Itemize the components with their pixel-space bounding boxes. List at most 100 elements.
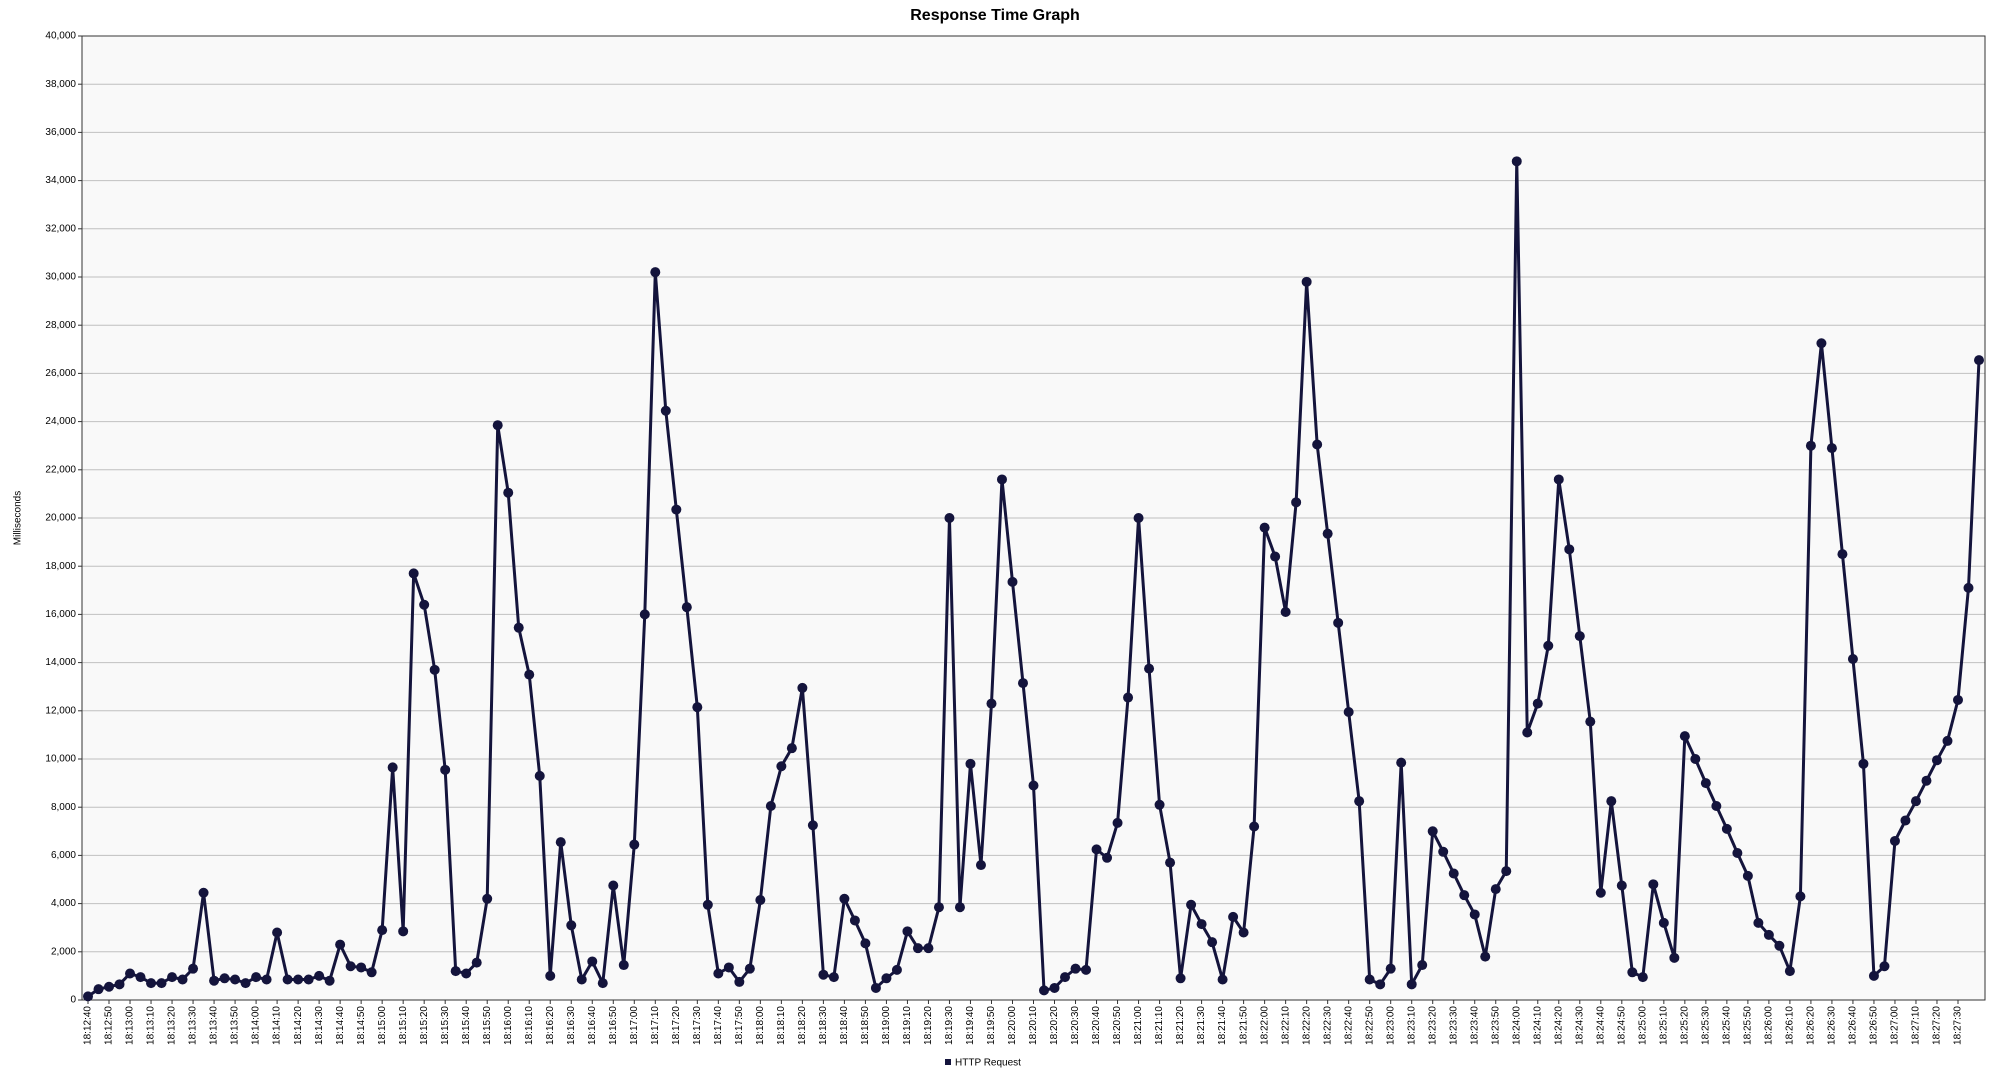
data-point bbox=[429, 664, 440, 675]
x-tick-label: 18:19:00 bbox=[881, 1006, 892, 1045]
x-tick-label: 18:20:10 bbox=[1028, 1006, 1039, 1045]
x-tick-label: 18:16:50 bbox=[608, 1006, 619, 1045]
data-point bbox=[891, 964, 902, 975]
y-tick-label: 32,000 bbox=[45, 223, 76, 234]
data-point bbox=[419, 599, 430, 610]
x-tick-label: 18:14:50 bbox=[356, 1006, 367, 1045]
data-point bbox=[1700, 778, 1711, 789]
data-point bbox=[1249, 821, 1260, 832]
data-point bbox=[1732, 847, 1743, 858]
x-tick-label: 18:27:30 bbox=[1953, 1006, 1964, 1045]
x-tick-label: 18:23:00 bbox=[1385, 1006, 1396, 1045]
data-point bbox=[849, 915, 860, 926]
x-tick-label: 18:26:30 bbox=[1827, 1006, 1838, 1045]
data-point bbox=[1417, 960, 1428, 971]
data-point bbox=[104, 981, 115, 992]
data-point bbox=[1826, 443, 1837, 454]
x-tick-label: 18:16:30 bbox=[566, 1006, 577, 1045]
x-tick-label: 18:18:20 bbox=[797, 1006, 808, 1045]
data-point bbox=[219, 973, 230, 984]
data-point bbox=[303, 974, 314, 985]
data-point bbox=[146, 978, 157, 989]
data-point bbox=[944, 513, 955, 523]
data-point bbox=[1763, 929, 1774, 940]
data-point bbox=[1343, 707, 1354, 718]
data-point bbox=[1690, 754, 1701, 764]
x-tick-label: 18:18:50 bbox=[860, 1006, 871, 1045]
data-point bbox=[923, 943, 934, 954]
data-point bbox=[1091, 844, 1102, 855]
data-point bbox=[566, 920, 577, 931]
data-point bbox=[366, 967, 377, 978]
data-point bbox=[230, 974, 241, 985]
data-point bbox=[251, 972, 262, 983]
data-point bbox=[482, 893, 493, 904]
data-point bbox=[492, 420, 503, 431]
x-tick-label: 18:13:30 bbox=[188, 1006, 199, 1045]
x-tick-label: 18:14:30 bbox=[314, 1006, 325, 1045]
data-point bbox=[1039, 985, 1050, 996]
x-tick-label: 18:24:50 bbox=[1616, 1006, 1627, 1045]
data-point bbox=[870, 982, 881, 993]
x-tick-label: 18:15:50 bbox=[482, 1006, 493, 1045]
data-point bbox=[755, 894, 766, 905]
x-tick-label: 18:23:50 bbox=[1490, 1006, 1501, 1045]
y-tick-label: 28,000 bbox=[45, 320, 76, 331]
x-tick-label: 18:17:00 bbox=[629, 1006, 640, 1045]
x-tick-label: 18:14:40 bbox=[335, 1006, 346, 1045]
x-tick-label: 18:13:40 bbox=[209, 1006, 220, 1045]
x-tick-label: 18:27:10 bbox=[1911, 1006, 1922, 1045]
data-point bbox=[912, 943, 923, 954]
data-point bbox=[681, 602, 692, 613]
data-point bbox=[1679, 731, 1690, 742]
y-tick-label: 4,000 bbox=[51, 898, 76, 909]
y-tick-label: 2,000 bbox=[51, 946, 76, 957]
data-point bbox=[702, 899, 713, 910]
data-point bbox=[1396, 757, 1407, 768]
x-tick-label: 18:18:30 bbox=[818, 1006, 829, 1045]
data-point bbox=[1238, 927, 1249, 938]
data-point bbox=[608, 880, 619, 891]
x-tick-label: 18:24:40 bbox=[1595, 1006, 1606, 1045]
x-tick-label: 18:13:50 bbox=[230, 1006, 241, 1045]
data-point bbox=[1217, 974, 1228, 985]
data-point bbox=[975, 860, 986, 871]
data-point bbox=[1921, 775, 1932, 786]
data-point bbox=[1060, 972, 1071, 983]
data-point bbox=[324, 975, 335, 986]
x-tick-label: 18:25:40 bbox=[1722, 1006, 1733, 1045]
x-tick-label: 18:21:50 bbox=[1238, 1006, 1249, 1045]
data-point bbox=[1564, 544, 1575, 555]
x-tick-label: 18:25:50 bbox=[1743, 1006, 1754, 1045]
data-point bbox=[135, 972, 146, 983]
data-point bbox=[1280, 606, 1291, 617]
data-point bbox=[1889, 835, 1900, 846]
y-tick-label: 10,000 bbox=[45, 754, 76, 765]
data-point bbox=[650, 267, 661, 278]
x-tick-label: 18:13:10 bbox=[146, 1006, 157, 1045]
data-point bbox=[1385, 963, 1396, 974]
x-tick-label: 18:19:10 bbox=[902, 1006, 913, 1045]
data-point bbox=[881, 973, 892, 984]
data-point bbox=[356, 962, 367, 973]
data-point bbox=[1795, 891, 1806, 902]
x-tick-label: 18:17:30 bbox=[692, 1006, 703, 1045]
data-point bbox=[1669, 952, 1680, 963]
y-tick-label: 20,000 bbox=[45, 513, 76, 524]
data-point bbox=[1627, 967, 1638, 978]
data-point bbox=[450, 966, 461, 977]
x-tick-label: 18:12:40 bbox=[83, 1006, 94, 1045]
data-point bbox=[765, 800, 776, 811]
x-tick-label: 18:22:40 bbox=[1343, 1006, 1354, 1045]
y-tick-label: 22,000 bbox=[45, 464, 76, 475]
y-tick-label: 12,000 bbox=[45, 705, 76, 716]
data-point bbox=[1532, 698, 1543, 709]
data-point bbox=[996, 474, 1007, 485]
data-point bbox=[398, 926, 409, 937]
data-point bbox=[387, 762, 398, 773]
x-tick-label: 18:18:40 bbox=[839, 1006, 850, 1045]
data-point bbox=[860, 938, 871, 949]
data-point bbox=[1805, 440, 1816, 451]
data-point bbox=[1364, 974, 1375, 985]
y-tick-label: 16,000 bbox=[45, 609, 76, 620]
